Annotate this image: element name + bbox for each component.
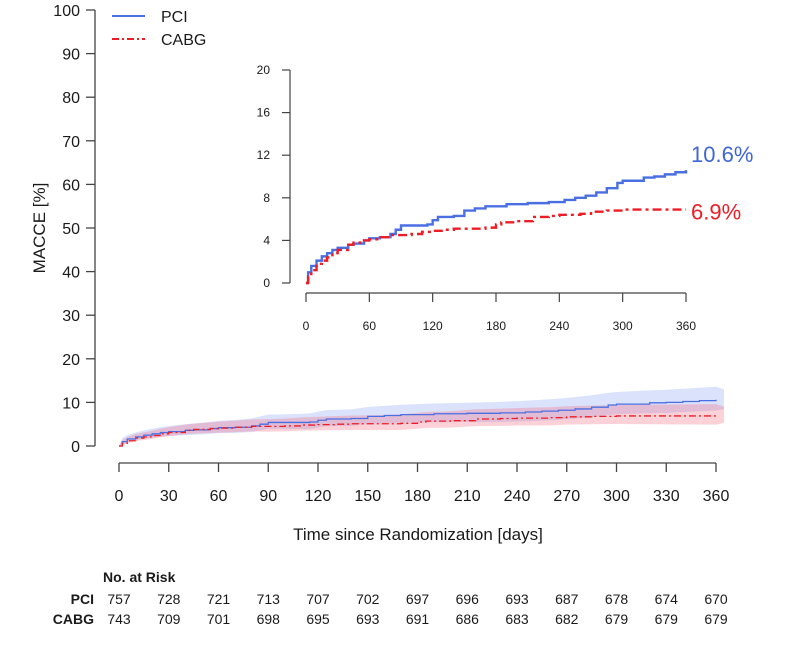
x-tick-label: 90: [259, 488, 277, 505]
risk-value: 679: [704, 611, 728, 627]
y-tick-label: 100: [53, 3, 80, 20]
y-tick-label: 20: [62, 352, 80, 369]
risk-value: 721: [207, 591, 231, 607]
final-value-label-pci: 10.6%: [691, 142, 753, 167]
risk-value: 696: [456, 591, 480, 607]
risk-value: 698: [257, 611, 281, 627]
x-tick-label: 0: [115, 488, 124, 505]
x-tick-label: 210: [454, 488, 481, 505]
y-tick-label: 70: [62, 134, 80, 151]
risk-row-label-cabg: CABG: [53, 611, 94, 627]
risk-table-title: No. at Risk: [103, 569, 176, 585]
y-axis-title: MACCE [%]: [30, 183, 49, 274]
inset-y-tick-label: 8: [263, 191, 270, 205]
risk-value: 679: [605, 611, 629, 627]
confidence-band-cabg: [119, 404, 724, 446]
inset-y-tick-label: 0: [263, 276, 270, 290]
inset-y-tick-label: 12: [257, 148, 271, 162]
inset-x-tick-label: 300: [613, 319, 633, 333]
risk-value: 743: [107, 611, 131, 627]
inset-x-tick-label: 120: [423, 319, 443, 333]
risk-table: No. at Risk PCI 757 728 721 713 707 702 697 696 69…: [53, 569, 728, 627]
x-tick-label: 330: [653, 488, 680, 505]
x-tick-label: 180: [404, 488, 431, 505]
risk-row-label-pci: PCI: [71, 591, 94, 607]
inset-x-tick-label: 0: [303, 319, 310, 333]
x-tick-label: 270: [553, 488, 580, 505]
y-tick-label: 0: [71, 439, 80, 456]
x-tick-label: 360: [703, 488, 730, 505]
inset-x-tick-label: 60: [363, 319, 377, 333]
legend-label-cabg: CABG: [161, 32, 206, 49]
final-value-label-cabg: 6.9%: [691, 200, 741, 225]
risk-value: 757: [107, 591, 131, 607]
y-tick-label: 60: [62, 177, 80, 194]
risk-value: 683: [505, 611, 529, 627]
risk-value: 693: [505, 591, 529, 607]
risk-value: 728: [157, 591, 181, 607]
inset-x-tick-label: 240: [549, 319, 569, 333]
risk-value: 670: [704, 591, 728, 607]
main-plot-lines: [119, 399, 717, 447]
risk-value: 678: [605, 591, 629, 607]
legend: PCI CABG: [112, 9, 206, 49]
inset-y-tick-label: 16: [257, 106, 271, 120]
x-tick-label: 300: [603, 488, 630, 505]
inset-series-line-pci: [306, 170, 688, 285]
risk-value: 674: [655, 591, 679, 607]
risk-value: 709: [157, 611, 181, 627]
risk-value: 679: [655, 611, 679, 627]
x-tick-label: 240: [504, 488, 531, 505]
inset-plot: 0 4 8 12 16 20 0 60 120 180 240 300 360 10.6% 6.9%: [257, 63, 754, 333]
y-tick-label: 80: [62, 90, 80, 107]
x-tick-label: 150: [354, 488, 381, 505]
risk-value: 682: [555, 611, 579, 627]
risk-value: 695: [306, 611, 330, 627]
risk-value: 701: [207, 611, 231, 627]
risk-value: 693: [356, 611, 380, 627]
confidence-band-pci: [119, 386, 724, 446]
x-tick-label: 30: [160, 488, 178, 505]
y-tick-label: 40: [62, 265, 80, 282]
inset-x-tick-label: 360: [676, 319, 696, 333]
inset-x-tick-label: 180: [486, 319, 506, 333]
y-tick-label: 50: [62, 221, 80, 238]
risk-value: 697: [406, 591, 430, 607]
risk-value: 691: [406, 611, 430, 627]
x-axis-title: Time since Randomization [days]: [293, 525, 543, 544]
risk-value: 687: [555, 591, 579, 607]
series-line-cabg: [119, 415, 716, 447]
inset-y-tick-label: 4: [263, 233, 270, 247]
inset-series-line-cabg: [306, 208, 686, 285]
x-tick-label: 60: [210, 488, 228, 505]
y-tick-label: 30: [62, 308, 80, 325]
risk-value: 702: [356, 591, 380, 607]
y-tick-label: 10: [62, 395, 80, 412]
x-tick-label: 120: [305, 488, 332, 505]
series-line-pci: [119, 399, 717, 447]
legend-label-pci: PCI: [161, 9, 188, 26]
risk-value: 686: [456, 611, 480, 627]
inset-y-tick-label: 20: [257, 63, 271, 77]
y-tick-label: 90: [62, 47, 80, 64]
risk-value: 707: [306, 591, 330, 607]
confidence-bands: [119, 386, 724, 446]
risk-value: 713: [257, 591, 281, 607]
